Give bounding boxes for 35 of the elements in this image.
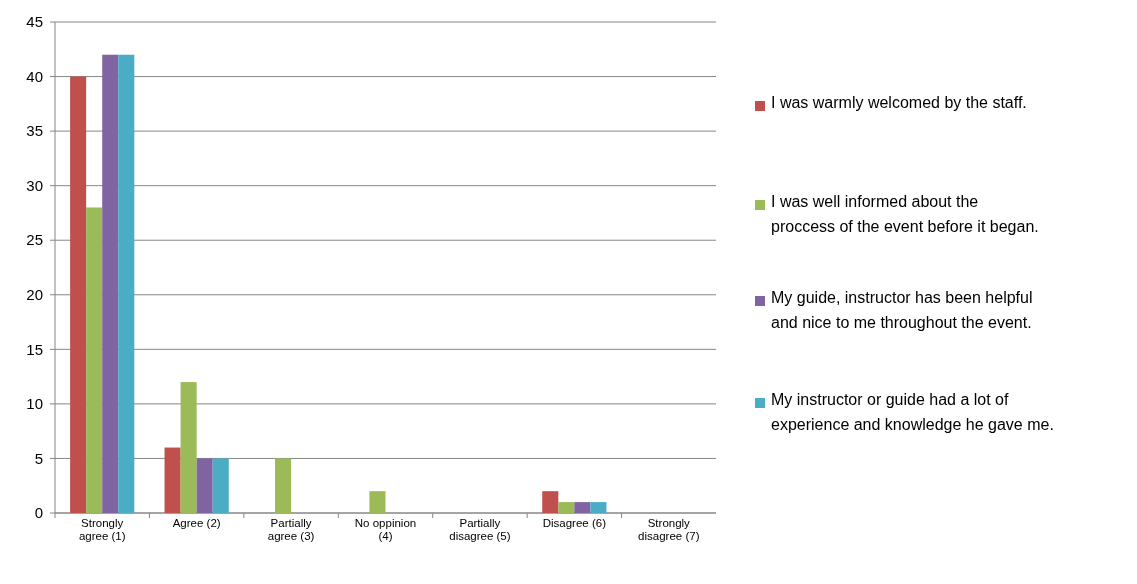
x-tick-label: Disagree (6)	[542, 517, 607, 529]
x-tick-label: Agree (2)	[172, 517, 221, 529]
bar	[118, 54, 135, 513]
bar	[558, 502, 575, 513]
x-tick-label: No oppinion (4)	[354, 517, 417, 542]
y-tick-label: 30	[26, 176, 43, 194]
bar	[102, 54, 119, 513]
legend-label: My instructor or guide had a lot of experience and knowledge he gave me.	[771, 391, 1054, 433]
y-tick-label: 45	[26, 13, 43, 31]
y-tick-label: 20	[26, 286, 43, 304]
bar	[212, 458, 229, 513]
bar	[275, 458, 292, 513]
y-tick-label: 5	[34, 449, 43, 467]
y-tick-label: 25	[26, 231, 43, 249]
bar	[574, 502, 591, 513]
legend-label: I was well informed about the proccess of the event before it began.	[771, 193, 1039, 235]
bar	[180, 382, 197, 513]
bar	[542, 491, 559, 513]
bar	[196, 458, 213, 513]
y-tick-label: 15	[26, 340, 43, 358]
x-tick-label: Strongly agree (1)	[78, 517, 126, 542]
bar	[590, 502, 607, 513]
legend-label: My guide, instructor has been helpful and nice to me throughout the event.	[771, 289, 1033, 331]
x-tick-label: Partially agree (3)	[267, 517, 315, 542]
y-tick-label: 35	[26, 122, 43, 140]
bar	[86, 207, 103, 513]
x-tick-label: Partially disagree (5)	[449, 517, 511, 542]
legend-label: I was warmly welcomed by the staff.	[771, 94, 1027, 111]
bar	[369, 491, 386, 513]
bar	[70, 76, 87, 513]
x-tick-label: Strongly disagree (7)	[638, 517, 700, 542]
y-tick-label: 10	[26, 395, 43, 413]
y-tick-label: 40	[26, 67, 43, 85]
bar	[164, 447, 181, 513]
y-tick-label: 0	[34, 504, 43, 522]
